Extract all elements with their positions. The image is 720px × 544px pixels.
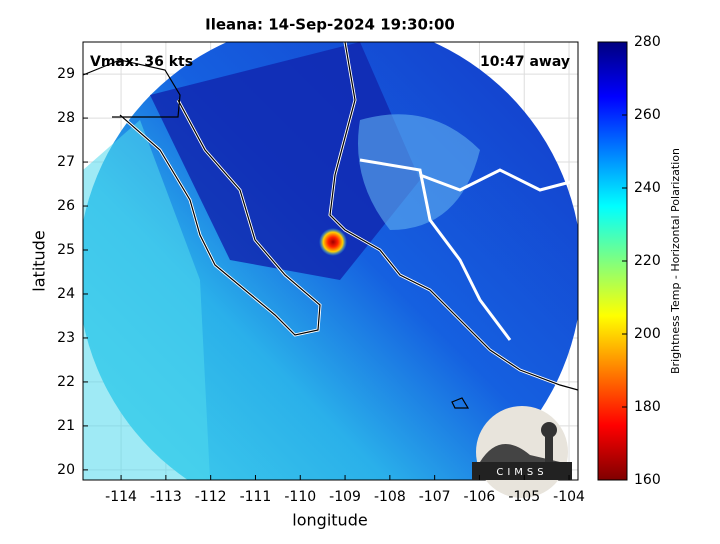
colorbar-tick-label: 240 bbox=[634, 180, 661, 196]
borders bbox=[82, 41, 579, 409]
y-axis-label: latitude bbox=[30, 230, 49, 291]
colorbar-label: Brightness Temp - Horizontal Polarizatio… bbox=[669, 148, 682, 374]
colorbar-tick-label: 200 bbox=[634, 326, 661, 342]
colorbar-tick-label: 220 bbox=[634, 253, 661, 269]
x-tick-label: -108 bbox=[374, 489, 406, 505]
colorbar-tick-label: 260 bbox=[634, 107, 661, 123]
logo: CIMSS bbox=[472, 406, 572, 498]
y-tick-label: 27 bbox=[57, 154, 75, 170]
x-tick-label: -105 bbox=[508, 489, 540, 505]
x-tick-label: -111 bbox=[240, 489, 272, 505]
x-tick-label: -113 bbox=[150, 489, 182, 505]
logo-text: CIMSS bbox=[496, 467, 547, 478]
colorbar-tick-label: 280 bbox=[634, 34, 661, 50]
x-tick-label: -107 bbox=[419, 489, 451, 505]
y-tick-label: 23 bbox=[57, 330, 75, 346]
y-tick-label: 22 bbox=[57, 374, 75, 390]
colorbar-tick-label: 180 bbox=[634, 399, 661, 415]
y-tick-label: 25 bbox=[57, 242, 75, 258]
y-tick-label: 28 bbox=[57, 110, 75, 126]
x-tick-label: -109 bbox=[329, 489, 361, 505]
x-tick-label: -104 bbox=[553, 489, 585, 505]
x-axis-label: longitude bbox=[292, 511, 367, 530]
x-tick-label: -106 bbox=[464, 489, 496, 505]
y-tick-label: 21 bbox=[57, 418, 75, 434]
annotation: 10:47 away bbox=[480, 54, 570, 70]
plot-frame bbox=[82, 41, 579, 481]
colorbar-tick-label: 160 bbox=[634, 472, 661, 488]
y-tick-label: 24 bbox=[57, 286, 75, 302]
y-tick-label: 20 bbox=[57, 462, 75, 478]
x-tick-label: -114 bbox=[105, 489, 137, 505]
y-tick-label: 29 bbox=[57, 66, 75, 82]
chart-title: Ileana: 14-Sep-2024 19:30:00 bbox=[205, 16, 455, 34]
x-tick-label: -110 bbox=[284, 489, 316, 505]
y-tick-label: 26 bbox=[57, 198, 75, 214]
annotation: Vmax: 36 kts bbox=[90, 54, 193, 70]
x-tick-label: -112 bbox=[195, 489, 227, 505]
